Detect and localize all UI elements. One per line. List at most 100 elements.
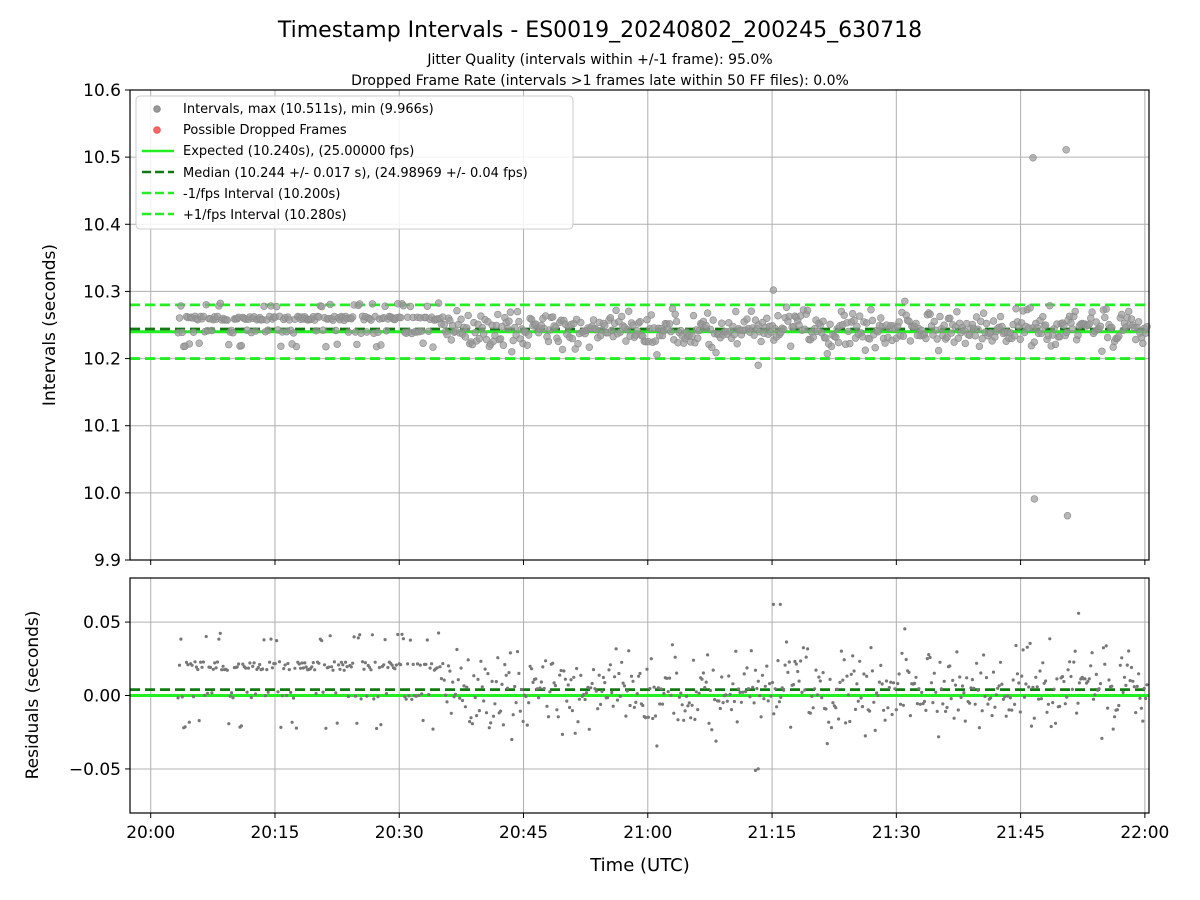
residual-point bbox=[239, 724, 243, 728]
residual-point bbox=[511, 713, 515, 717]
residual-point bbox=[694, 690, 698, 694]
residual-point bbox=[262, 638, 266, 642]
residual-point bbox=[913, 681, 917, 686]
residual-point bbox=[696, 708, 700, 712]
residual-point bbox=[773, 687, 777, 691]
residual-point bbox=[338, 667, 342, 671]
residual-point bbox=[384, 692, 389, 696]
residual-point bbox=[1113, 715, 1117, 719]
interval-point bbox=[418, 327, 426, 335]
residual-point bbox=[1075, 711, 1079, 715]
residual-point bbox=[1017, 681, 1021, 685]
residual-point bbox=[539, 680, 544, 684]
interval-point bbox=[769, 286, 778, 294]
residual-point bbox=[838, 680, 842, 685]
residual-point bbox=[1124, 683, 1128, 688]
interval-point bbox=[425, 327, 433, 335]
residual-point bbox=[231, 696, 235, 700]
residual-point bbox=[370, 633, 374, 637]
residual-point bbox=[845, 674, 849, 678]
intervals-plot-frame bbox=[129, 89, 1150, 561]
residual-point bbox=[524, 694, 528, 699]
residual-point bbox=[415, 662, 420, 666]
interval-point bbox=[326, 300, 334, 309]
residual-point bbox=[301, 666, 305, 670]
residual-point bbox=[648, 687, 652, 691]
residual-point bbox=[565, 699, 569, 703]
residual-point bbox=[330, 665, 334, 669]
interval-point bbox=[936, 312, 944, 321]
residual-point bbox=[659, 687, 663, 691]
residual-point bbox=[251, 664, 255, 669]
interval-point bbox=[322, 343, 330, 351]
residual-point bbox=[794, 662, 798, 666]
residual-point bbox=[1129, 665, 1134, 670]
intervals-y-ticks: 9.9 10.0 10.1 10.2 10.3 10.4 10.5 10.6 bbox=[83, 81, 130, 571]
interval-point bbox=[523, 341, 531, 349]
residual-point bbox=[377, 665, 381, 670]
residual-point bbox=[390, 663, 394, 667]
residual-point bbox=[349, 665, 353, 669]
residual-point bbox=[297, 662, 301, 666]
residual-point bbox=[931, 701, 935, 705]
residual-point bbox=[901, 703, 906, 707]
residual-point bbox=[1125, 663, 1129, 667]
residual-point bbox=[225, 668, 229, 672]
interval-point bbox=[577, 318, 585, 327]
residual-point bbox=[820, 696, 824, 700]
residual-point bbox=[1138, 696, 1142, 700]
residual-point bbox=[558, 673, 562, 677]
residual-point bbox=[220, 668, 224, 672]
residual-point bbox=[597, 673, 601, 677]
residual-point bbox=[355, 721, 359, 725]
interval-point bbox=[971, 332, 979, 340]
residual-point bbox=[877, 680, 882, 684]
residual-point bbox=[615, 698, 620, 702]
interval-point bbox=[457, 315, 465, 323]
residual-point bbox=[813, 687, 817, 691]
residual-point bbox=[551, 661, 555, 665]
residual-point bbox=[607, 668, 611, 672]
interval-point bbox=[175, 314, 184, 322]
interval-point bbox=[996, 312, 1005, 321]
residual-point bbox=[990, 714, 994, 718]
residual-point bbox=[1076, 701, 1080, 705]
residual-point bbox=[666, 690, 670, 694]
x-tick-label: 21:00 bbox=[623, 823, 672, 843]
interval-point bbox=[822, 334, 830, 342]
residual-point bbox=[720, 675, 724, 679]
residual-point bbox=[1127, 649, 1131, 653]
residual-point bbox=[997, 684, 1001, 688]
residual-point bbox=[1091, 697, 1096, 701]
residual-point bbox=[1060, 675, 1065, 679]
residual-point bbox=[610, 690, 614, 695]
residual-point bbox=[996, 686, 1000, 690]
interval-point bbox=[743, 315, 751, 323]
residual-point bbox=[456, 678, 460, 682]
legend-item-upper: +1/fps Interval (10.280s) bbox=[183, 208, 347, 223]
residual-point bbox=[1090, 651, 1094, 655]
residual-point bbox=[503, 663, 507, 667]
residual-point bbox=[975, 661, 979, 665]
interval-point bbox=[406, 302, 415, 311]
interval-point bbox=[926, 310, 934, 318]
residual-point bbox=[953, 683, 958, 687]
residual-point bbox=[669, 693, 673, 697]
residual-point bbox=[1100, 736, 1104, 741]
x-tick-label: 21:30 bbox=[872, 823, 921, 843]
intervals-y-tick-label: 10.1 bbox=[83, 417, 121, 437]
residual-point bbox=[1122, 675, 1127, 679]
residual-point bbox=[303, 661, 307, 665]
residual-point bbox=[386, 665, 390, 670]
residual-point bbox=[460, 698, 465, 703]
residual-point bbox=[775, 705, 779, 709]
residual-point bbox=[1132, 685, 1136, 689]
residual-point bbox=[865, 674, 869, 678]
residual-point bbox=[1022, 695, 1027, 699]
interval-point bbox=[940, 321, 948, 329]
residual-point bbox=[844, 721, 848, 725]
residual-point bbox=[1089, 664, 1093, 668]
residual-point bbox=[537, 696, 541, 700]
interval-point bbox=[1101, 313, 1109, 322]
residual-point bbox=[707, 721, 711, 725]
